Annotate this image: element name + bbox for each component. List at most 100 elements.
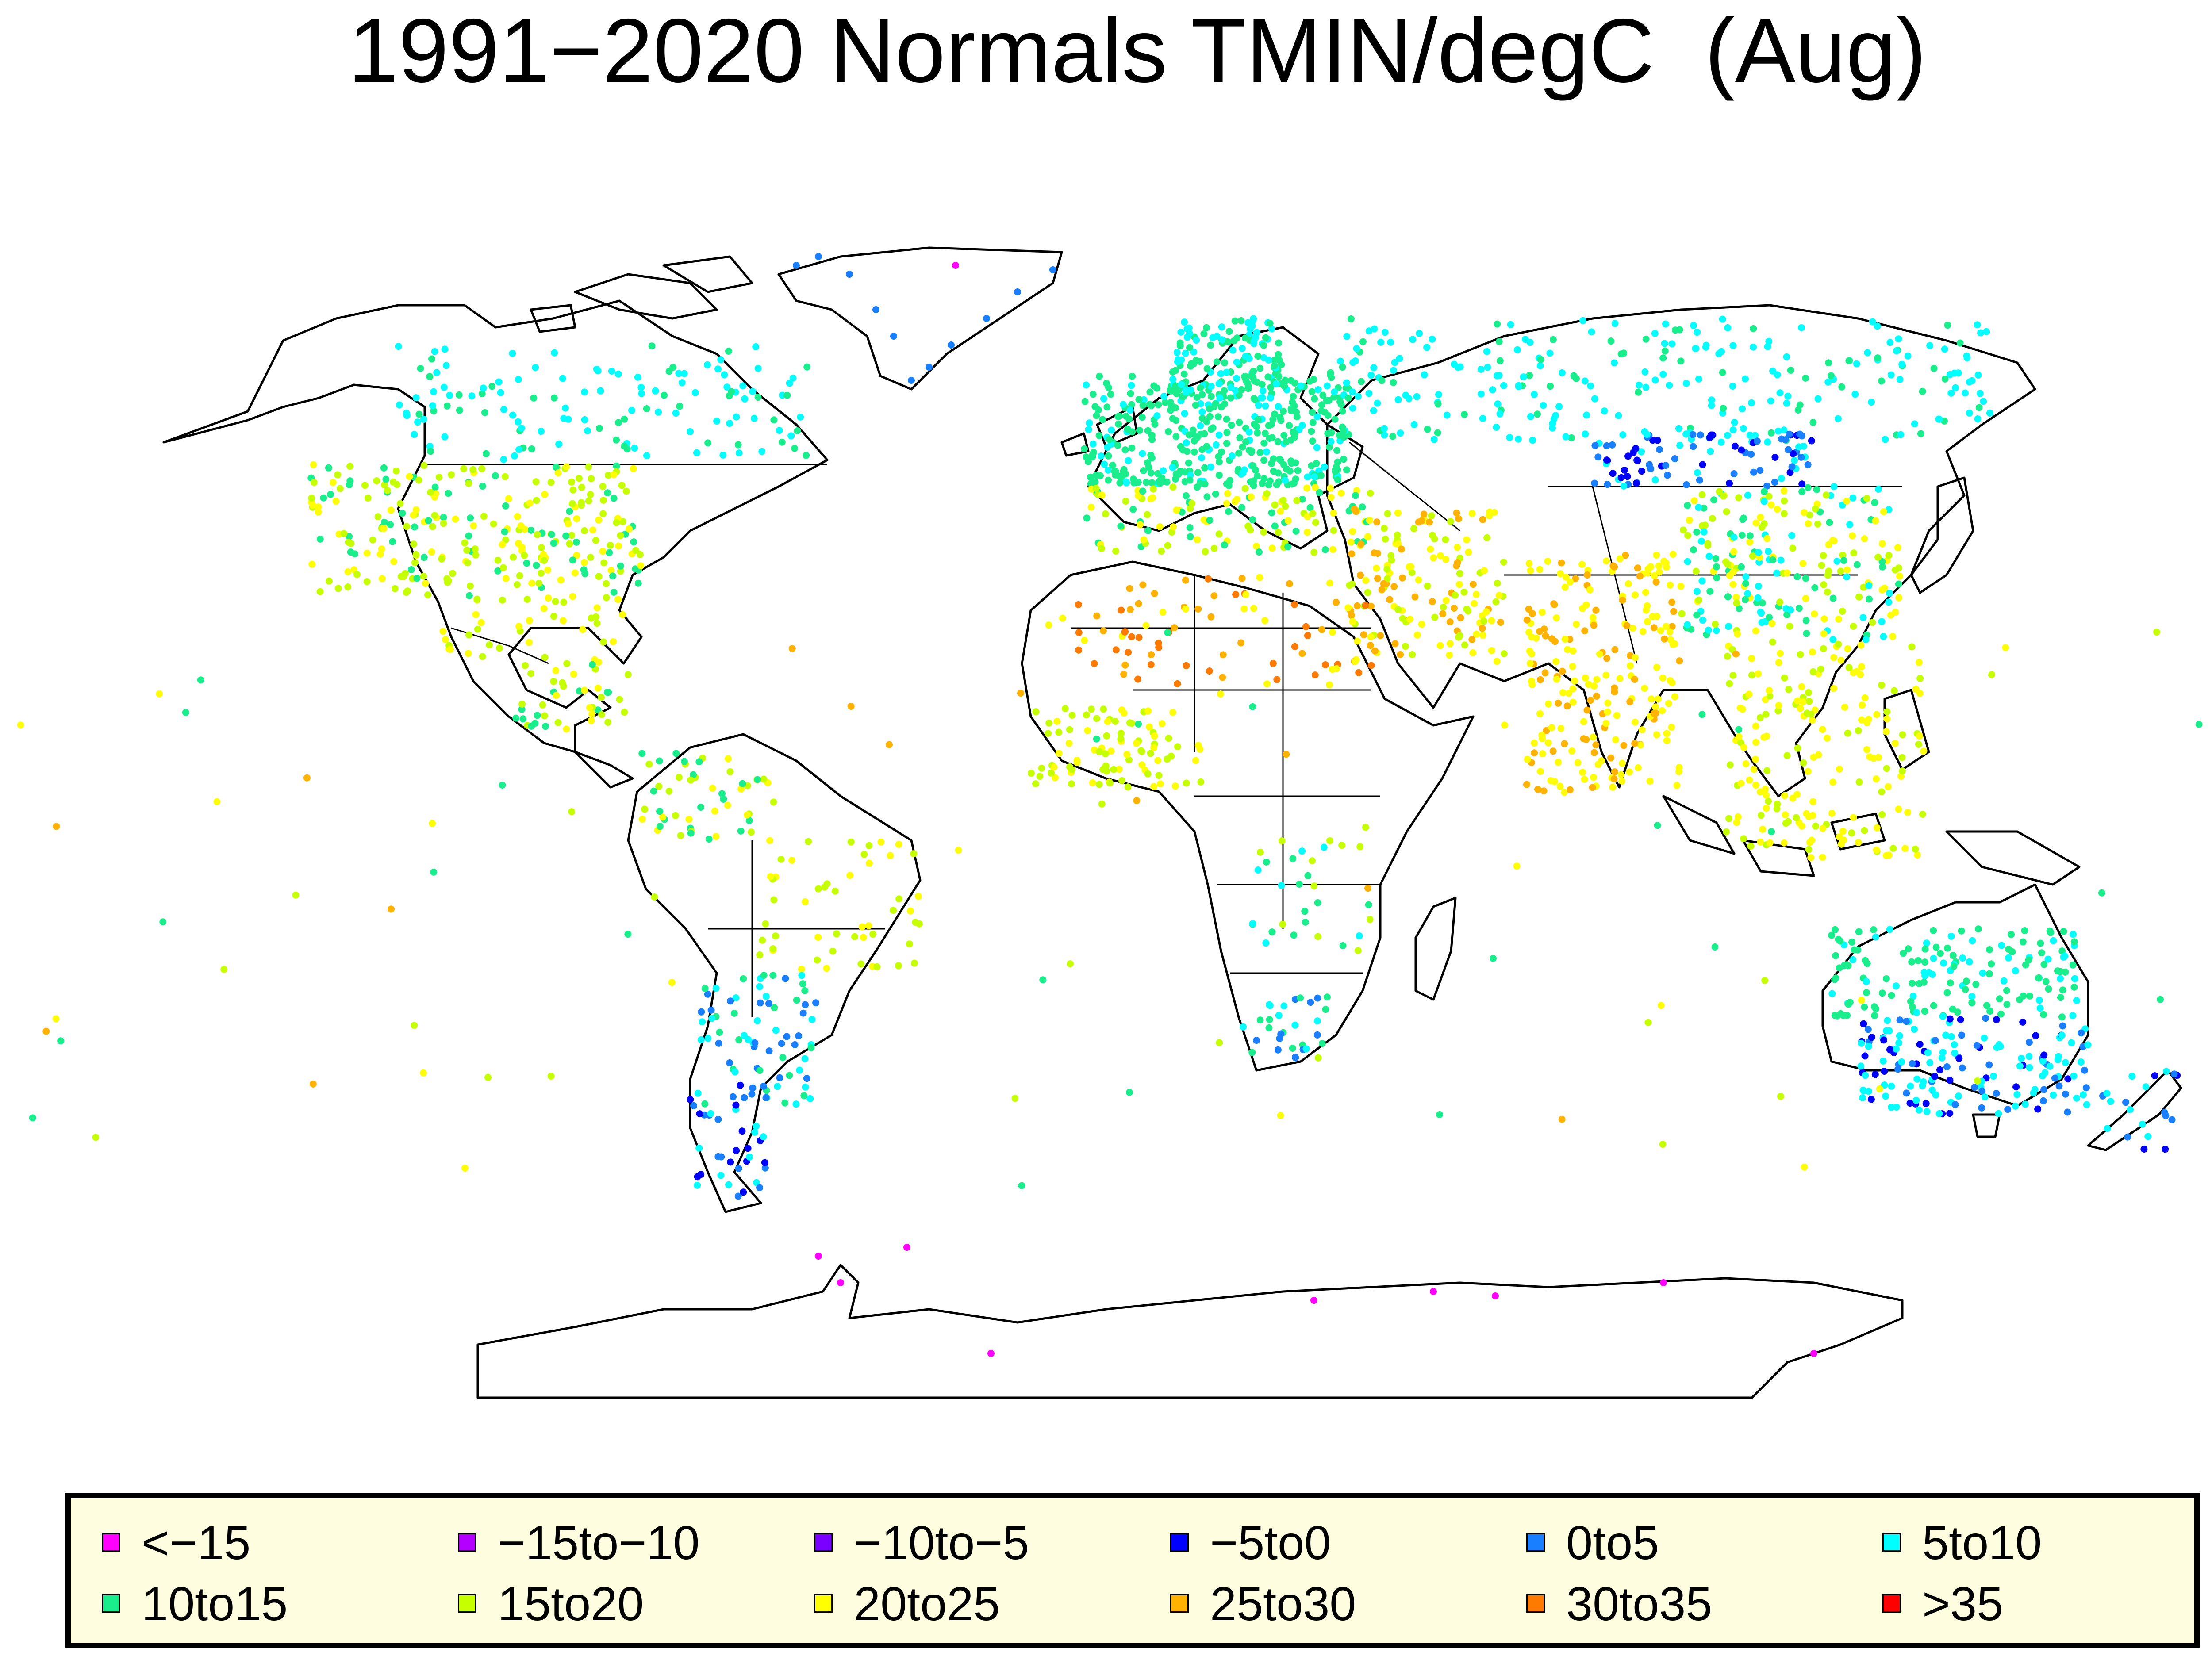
station-marker [734, 441, 742, 448]
station-marker [1846, 521, 1854, 529]
station-marker [1494, 400, 1502, 408]
station-marker [1747, 843, 1755, 850]
station-marker [1629, 625, 1636, 632]
station-marker [1177, 443, 1184, 450]
legend-label: 30to35 [1566, 1576, 1713, 1630]
station-marker [1993, 1044, 2001, 1051]
station-marker [2060, 928, 2067, 935]
station-marker [1738, 446, 1745, 454]
station-marker [1206, 413, 1214, 420]
station-marker [1494, 320, 1501, 328]
station-marker [1557, 724, 1565, 732]
station-marker [1756, 467, 1764, 474]
station-marker [1583, 411, 1590, 419]
station-marker [1662, 462, 1670, 469]
station-marker [847, 838, 855, 846]
station-marker [1835, 640, 1842, 648]
station-marker [1049, 266, 1056, 273]
station-marker [1313, 460, 1320, 467]
station-marker [1061, 705, 1069, 713]
station-marker [1808, 437, 1815, 445]
station-marker [1075, 601, 1082, 608]
station-marker [1923, 1108, 1931, 1116]
station-marker [575, 475, 583, 482]
station-marker [403, 523, 411, 530]
station-marker [1807, 710, 1815, 718]
station-marker [603, 580, 610, 587]
station-marker [1916, 1041, 1924, 1048]
station-marker [955, 847, 962, 854]
station-marker [1137, 747, 1145, 755]
station-marker [1526, 648, 1533, 655]
station-marker [630, 538, 637, 546]
station-marker [1386, 596, 1394, 603]
station-marker [1969, 937, 1976, 944]
station-marker [1673, 782, 1681, 789]
station-marker [1125, 756, 1133, 764]
station-marker [1497, 619, 1504, 626]
station-marker [1333, 665, 1340, 672]
station-marker [1763, 805, 1770, 812]
station-marker [750, 414, 758, 422]
station-marker [628, 406, 636, 414]
station-marker [1694, 329, 1701, 336]
station-marker [1767, 429, 1775, 437]
station-marker [1862, 957, 1869, 964]
station-marker [1562, 573, 1570, 581]
station-marker [1641, 685, 1648, 692]
station-marker [1857, 641, 1865, 649]
station-marker [469, 466, 477, 473]
station-marker [550, 678, 557, 685]
station-marker [1755, 670, 1762, 678]
station-marker [718, 790, 726, 797]
station-marker [1955, 1054, 1963, 1062]
station-marker [1153, 412, 1161, 419]
station-marker [1774, 427, 1782, 435]
station-marker [1463, 536, 1471, 544]
station-marker [1207, 341, 1214, 349]
station-marker [1716, 488, 1723, 495]
station-marker [1308, 388, 1316, 395]
station-marker [1684, 532, 1692, 539]
station-marker [1261, 617, 1269, 624]
station-marker [1768, 620, 1776, 627]
station-marker [420, 572, 427, 580]
station-marker [1634, 564, 1641, 572]
station-marker [502, 502, 509, 510]
station-marker [2025, 956, 2032, 964]
station-marker [1552, 658, 1560, 665]
station-marker [1828, 810, 1836, 817]
station-marker [542, 723, 549, 730]
station-marker [415, 476, 422, 484]
station-marker [1147, 469, 1155, 477]
station-marker [1114, 441, 1121, 449]
station-marker [1690, 322, 1697, 329]
station-marker [833, 930, 840, 938]
station-marker [1558, 1116, 1566, 1123]
station-marker [2170, 1070, 2178, 1078]
station-marker [595, 516, 603, 524]
station-marker [1966, 378, 1973, 386]
station-marker [1724, 652, 1731, 660]
station-marker [1589, 614, 1597, 621]
station-marker [1665, 700, 1672, 707]
station-marker [1180, 370, 1188, 378]
station-marker [1880, 633, 1887, 640]
station-marker [1262, 402, 1269, 410]
station-marker [1754, 594, 1762, 602]
station-marker [1543, 727, 1550, 734]
station-marker [429, 402, 436, 410]
station-marker [1129, 372, 1136, 380]
station-marker [1631, 740, 1639, 747]
station-marker [1194, 536, 1201, 544]
station-marker [1801, 1163, 1808, 1171]
station-marker [1207, 383, 1215, 390]
station-marker [2046, 1062, 2054, 1070]
station-marker [1209, 424, 1217, 432]
station-marker [1985, 1061, 1993, 1069]
station-marker [1133, 740, 1140, 747]
station-marker [1932, 943, 1940, 951]
station-marker [1844, 645, 1851, 652]
station-marker [2055, 1053, 2062, 1060]
station-marker [741, 1094, 748, 1101]
